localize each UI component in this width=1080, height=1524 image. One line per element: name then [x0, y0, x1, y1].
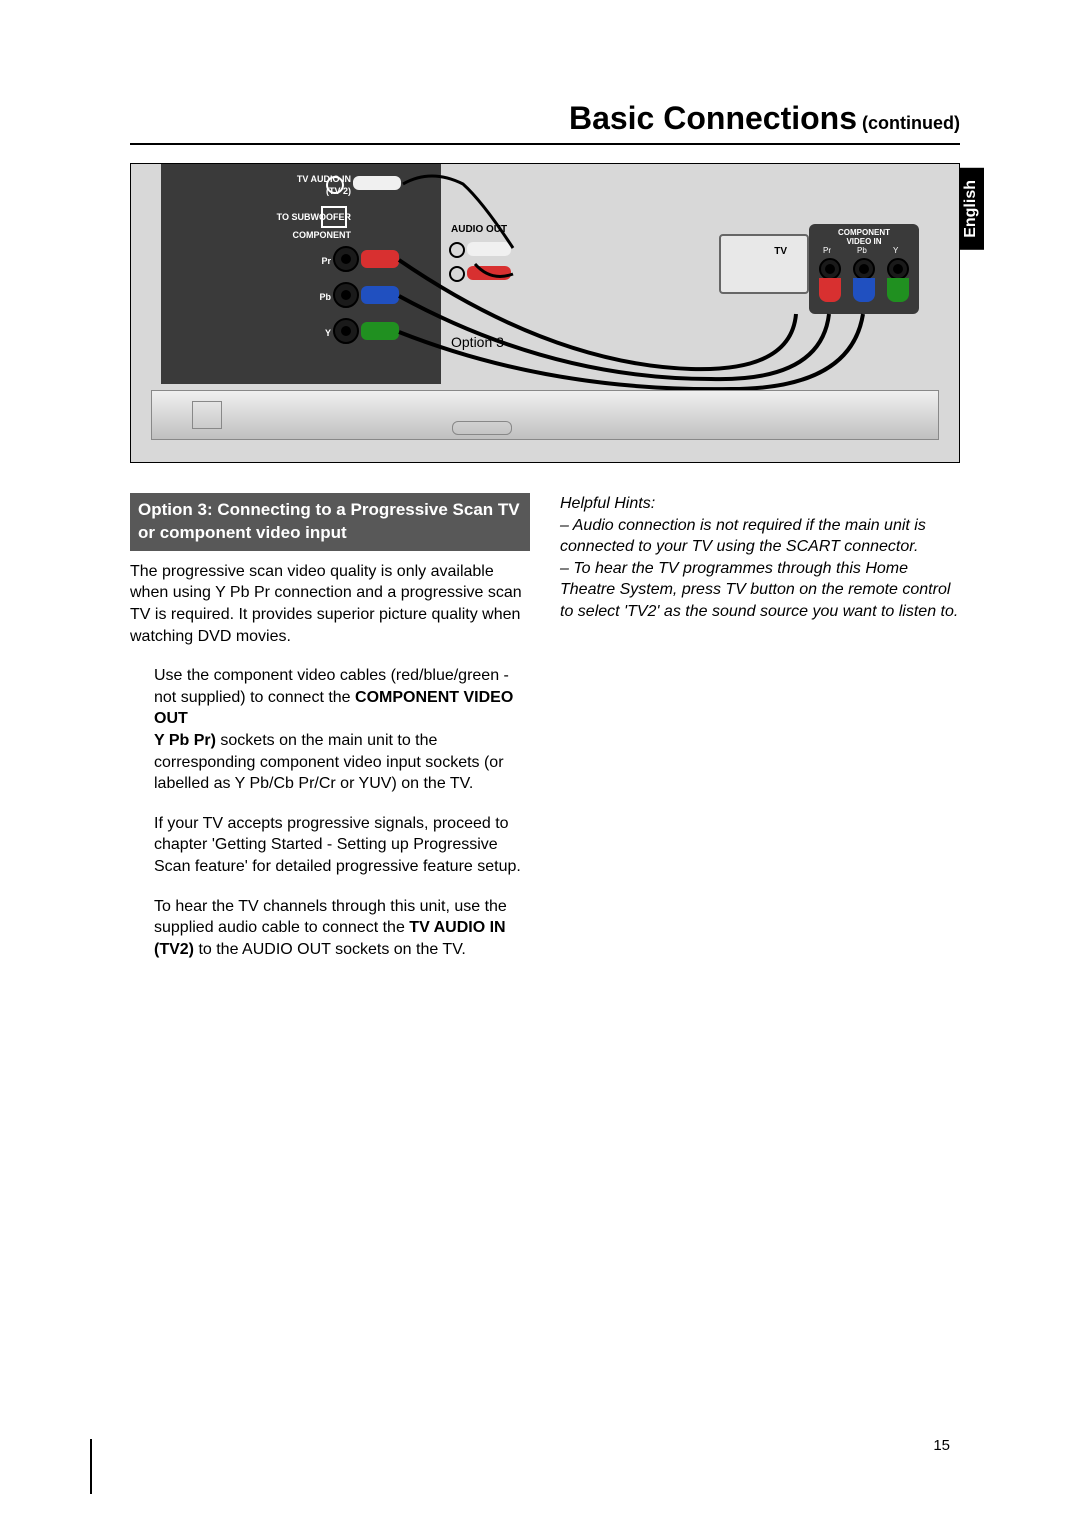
title-sub: (continued)	[857, 113, 960, 133]
jack-pb	[333, 282, 359, 308]
tv-plug-white	[467, 242, 511, 256]
tv-label-y: Y	[893, 246, 898, 255]
tv-jack-y	[887, 258, 909, 280]
step-2-body: If your TV accepts progressive signals, …	[154, 813, 530, 878]
step-1-marker	[130, 665, 154, 795]
tv-plug-red	[467, 266, 511, 280]
subwoofer-port-icon	[321, 206, 347, 228]
step1-bold-ypbpr: Y Pb Pr)	[154, 732, 216, 749]
label-y: Y	[325, 328, 331, 338]
port-group-2	[452, 421, 512, 435]
audio-jack-icon	[326, 176, 344, 194]
tv-audio-jack-1	[449, 242, 465, 258]
label-pb: Pb	[319, 292, 331, 302]
label-component-video-in: COMPONENT VIDEO IN	[829, 228, 899, 246]
title-main: Basic Connections	[569, 100, 857, 136]
step-3-marker	[130, 896, 154, 961]
tv-plug-pr	[819, 278, 841, 302]
hint-1: – Audio connection is not required if th…	[560, 515, 960, 558]
connection-diagram: TV AUDIO IN (TV 2) TO SUBWOOFER COMPONEN…	[130, 163, 960, 463]
tv-jack-pb	[853, 258, 875, 280]
step-2: If your TV accepts progressive signals, …	[130, 813, 530, 878]
label-pr: Pr	[321, 256, 331, 266]
left-column: Option 3: Connecting to a Progressive Sc…	[130, 493, 530, 978]
tv-plug-pb	[853, 278, 875, 302]
page-title: Basic Connections (continued)	[130, 100, 960, 145]
tv-label-pb: Pb	[857, 246, 867, 255]
step-3-body: To hear the TV channels through this uni…	[154, 896, 530, 961]
tv-plug-y	[887, 278, 909, 302]
tv-component-panel: COMPONENT VIDEO IN Pr Pb Y	[809, 224, 919, 314]
intro-paragraph: The progressive scan video quality is on…	[130, 561, 530, 647]
option-header-box: Option 3: Connecting to a Progressive Sc…	[130, 493, 530, 551]
option-label: Option 3	[451, 334, 504, 350]
hints-title: Helpful Hints:	[560, 493, 960, 515]
tv-jack-pr	[819, 258, 841, 280]
tv-label-pr: Pr	[823, 246, 831, 255]
hint-2: – To hear the TV programmes through this…	[560, 558, 960, 623]
step-1-body: Use the component video cables (red/blue…	[154, 665, 530, 795]
step-3: To hear the TV channels through this uni…	[130, 896, 530, 961]
plug-green	[361, 322, 399, 340]
label-component: COMPONENT	[293, 230, 352, 240]
registration-mark	[90, 1439, 92, 1494]
step3-text-c: to the AUDIO OUT sockets on the TV.	[194, 941, 466, 958]
step-2-marker	[130, 813, 154, 878]
language-tab: English	[958, 168, 984, 250]
main-unit-panel: TV AUDIO IN (TV 2) TO SUBWOOFER COMPONEN…	[161, 164, 441, 384]
step-1: Use the component video cables (red/blue…	[130, 665, 530, 795]
label-audio-out: AUDIO OUT	[451, 224, 507, 235]
device-rear-strip	[151, 390, 939, 440]
tv-icon	[719, 234, 809, 294]
tv-audio-jack-2	[449, 266, 465, 282]
plug-blue	[361, 286, 399, 304]
plug-audio-white	[353, 176, 401, 190]
right-column: Helpful Hints: – Audio connection is not…	[560, 493, 960, 978]
label-tv: TV	[774, 246, 787, 257]
jack-pr	[333, 246, 359, 272]
page-number: 15	[933, 1437, 950, 1454]
port-group-1	[192, 401, 222, 429]
plug-red	[361, 250, 399, 268]
content-columns: Option 3: Connecting to a Progressive Sc…	[130, 493, 960, 978]
jack-y	[333, 318, 359, 344]
